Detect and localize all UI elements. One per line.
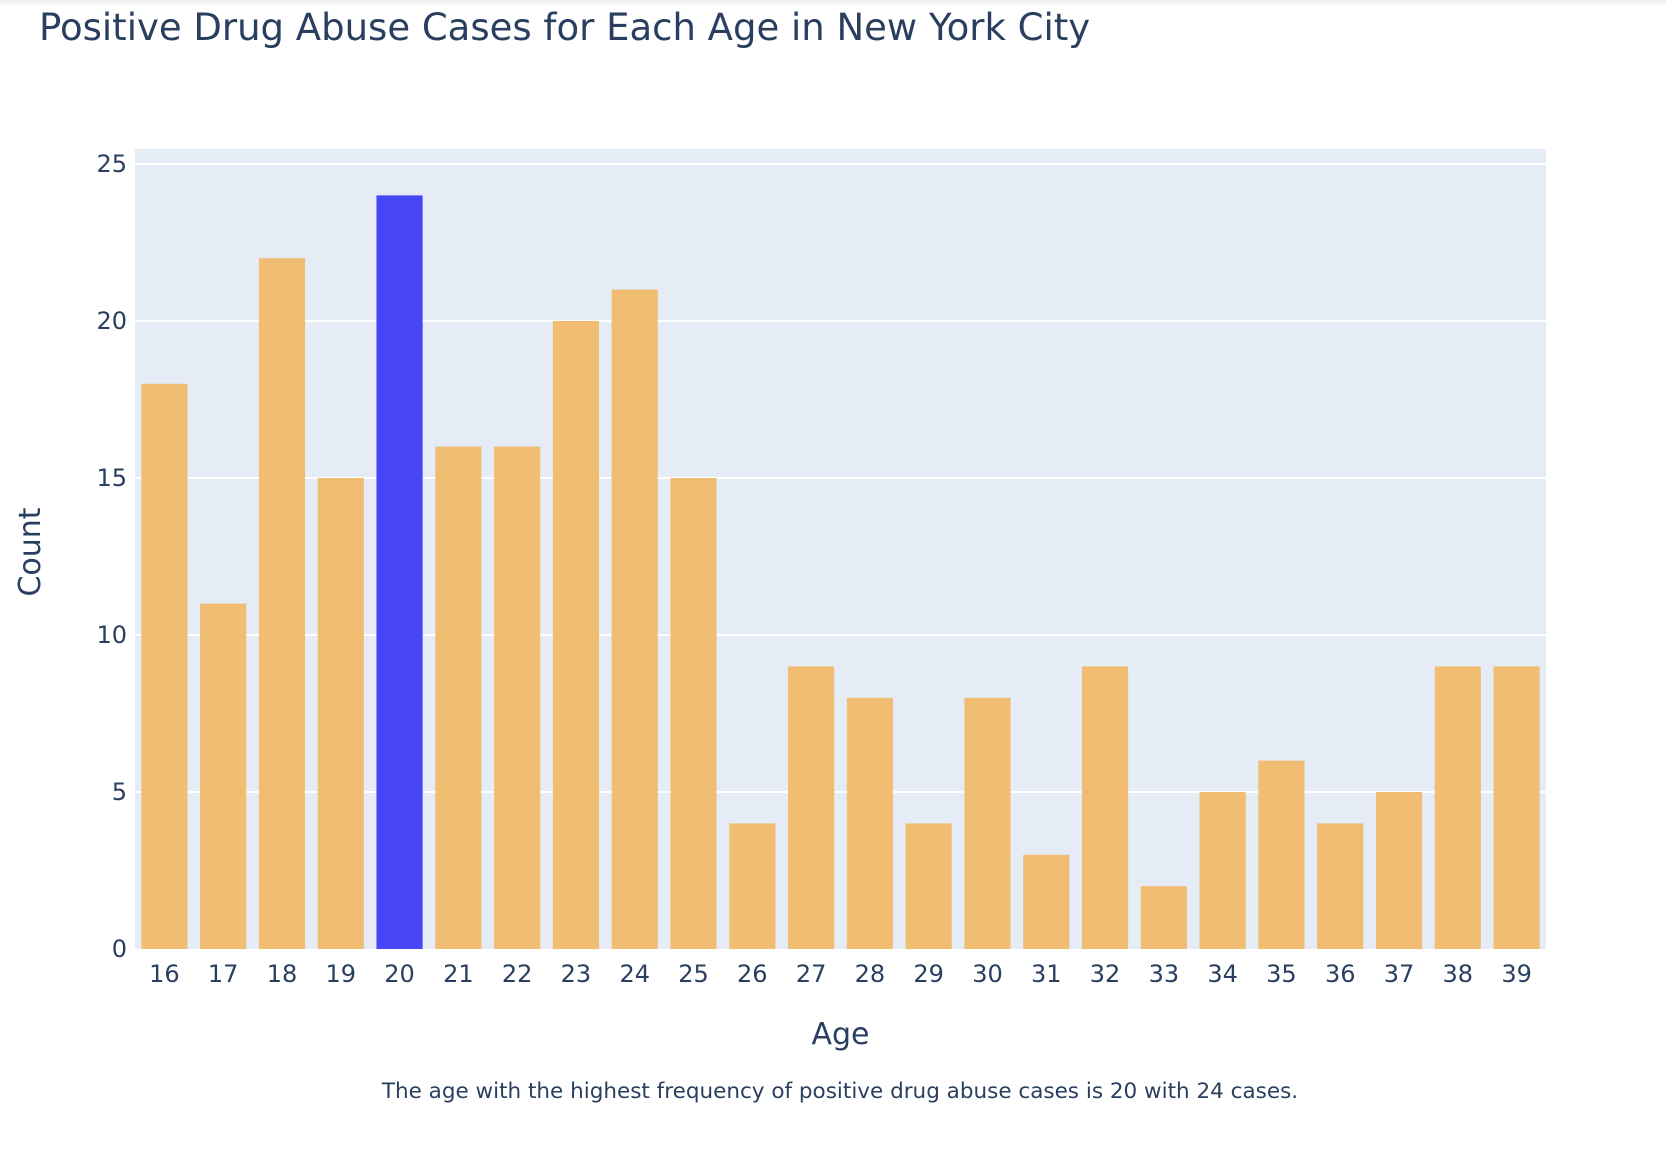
bar-age-39 [1493,666,1540,949]
x-tick-label: 26 [737,960,768,988]
x-tick-label: 19 [325,960,356,988]
x-tick-label: 30 [972,960,1003,988]
bar-age-32 [1081,666,1129,949]
x-tick-label: 20 [384,960,415,988]
bar-age-33 [1140,886,1187,949]
bar-age-34 [1199,792,1246,949]
x-tick-label: 25 [678,960,709,988]
x-axis-ticks: 16 17 18 19 20 21 22 23 24 25 26 27 28 29 30 31 32 33 34 35… [149,960,1532,988]
bars [141,195,1540,950]
y-tick-label: 25 [96,150,127,178]
bar-age-28 [846,697,893,949]
grid-lines [135,163,1546,793]
bar-age-27 [788,666,835,949]
x-tick-label: 36 [1325,960,1356,988]
y-tick-label: 15 [96,464,127,492]
bar-age-24 [611,289,658,950]
bar-age-17 [200,603,247,949]
bar-age-25 [670,478,717,949]
x-tick-label: 18 [267,960,298,988]
x-tick-label: 29 [913,960,944,988]
plot-background [135,149,1546,949]
x-tick-label: 23 [561,960,592,988]
x-tick-label: 27 [796,960,827,988]
bar-age-26 [729,823,776,949]
x-tick-label: 33 [1149,960,1180,988]
bar-age-16 [141,383,188,949]
x-axis-title: Age [811,1017,869,1052]
x-tick-label: 21 [443,960,474,988]
bar-age-21 [435,446,482,949]
x-tick-label: 35 [1266,960,1297,988]
y-axis-ticks: 0 5 10 15 20 25 [96,150,127,963]
x-tick-label: 32 [1090,960,1121,988]
bar-age-22 [494,446,541,949]
bar-age-38 [1434,666,1481,949]
bar-age-35 [1258,760,1305,949]
bar-age-19 [317,478,364,949]
top-shadow [0,0,1666,6]
x-tick-label: 39 [1501,960,1532,988]
y-axis-title: Count [13,507,48,596]
y-tick-label: 5 [112,778,127,806]
bar-age-23 [552,321,600,949]
x-tick-label: 37 [1384,960,1415,988]
bar-age-36 [1317,823,1364,949]
x-tick-label: 38 [1443,960,1474,988]
bar-age-30 [964,697,1011,949]
bar-age-20 [376,195,423,949]
x-tick-label: 16 [149,960,180,988]
bar-age-29 [905,823,952,949]
bar-age-37 [1375,792,1423,949]
bar-age-18 [258,258,306,949]
chart-title: Positive Drug Abuse Cases for Each Age i… [39,6,1091,49]
x-tick-label: 31 [1031,960,1062,988]
y-tick-label: 0 [112,935,127,963]
x-tick-label: 24 [619,960,650,988]
x-tick-label: 22 [502,960,533,988]
bar-age-31 [1023,854,1070,949]
y-tick-label: 10 [96,621,127,649]
chart-annotation: The age with the highest frequency of po… [381,1079,1299,1104]
x-tick-label: 17 [208,960,239,988]
y-tick-label: 20 [96,307,127,335]
x-tick-label: 28 [855,960,886,988]
x-tick-label: 34 [1207,960,1238,988]
